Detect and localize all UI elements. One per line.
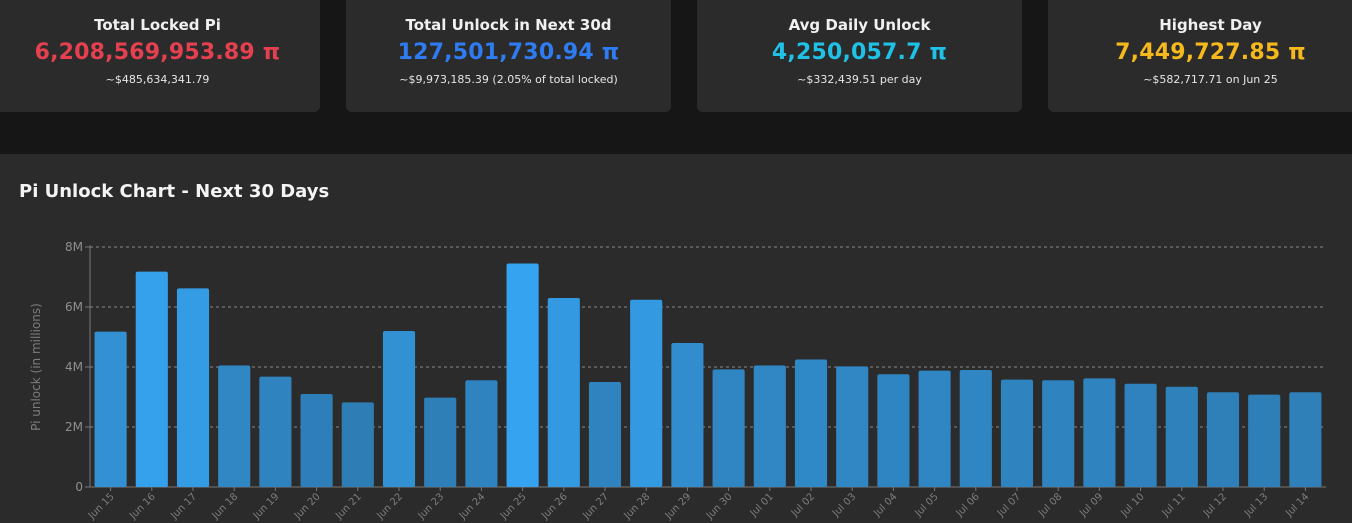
x-tick-label: Jun 21 xyxy=(333,491,364,522)
x-tick-label: Jun 15 xyxy=(86,491,117,522)
card-title: Avg Daily Unlock xyxy=(788,16,931,34)
x-tick-label: Jul 01 xyxy=(748,491,776,519)
x-tick-label: Jun 28 xyxy=(622,491,653,522)
bar xyxy=(547,298,580,487)
x-tick-label: Jul 14 xyxy=(1283,491,1311,519)
bar xyxy=(918,370,951,487)
x-tick-label: Jun 16 xyxy=(127,491,158,522)
card-subtext: ~$582,717.71 on Jun 25 xyxy=(1143,73,1278,86)
x-tick-label: Jul 11 xyxy=(1160,491,1188,519)
bar xyxy=(382,331,416,487)
x-tick-label: Jul 05 xyxy=(912,491,940,519)
bar xyxy=(1083,378,1116,487)
y-tick-label: 2M xyxy=(65,420,83,434)
bar xyxy=(712,369,745,487)
bar xyxy=(1124,383,1157,487)
bar xyxy=(877,374,910,487)
x-tick-label: Jun 19 xyxy=(251,491,282,522)
total-locked-card: Total Locked Pi 6,208,569,953.89 π ~$485… xyxy=(0,0,320,112)
x-tick-label: Jul 13 xyxy=(1242,491,1270,519)
card-title: Highest Day xyxy=(1159,16,1262,34)
x-tick-label: Jun 23 xyxy=(416,491,447,522)
x-tick-label: Jun 29 xyxy=(663,491,694,522)
x-tick-label: Jun 30 xyxy=(704,491,735,522)
x-tick-label: Jul 04 xyxy=(871,491,899,519)
x-tick-label: Jun 26 xyxy=(539,491,570,522)
bar xyxy=(1042,380,1075,487)
x-tick-label: Jun 17 xyxy=(168,491,199,522)
avg-daily-unlock-card: Avg Daily Unlock 4,250,057.7 π ~$332,439… xyxy=(697,0,1022,112)
total-unlock-30d-card: Total Unlock in Next 30d 127,501,730.94 … xyxy=(346,0,671,112)
bar xyxy=(753,365,786,487)
y-axis-label: Pi unlock (in millions) xyxy=(29,303,43,431)
x-tick-label: Jul 07 xyxy=(995,491,1023,519)
x-tick-label: Jul 06 xyxy=(954,491,982,519)
card-subtext: ~$485,634,341.79 xyxy=(105,73,210,86)
x-tick-label: Jul 08 xyxy=(1036,491,1064,519)
x-tick-label: Jun 25 xyxy=(498,491,529,522)
y-tick-label: 6M xyxy=(65,300,83,314)
bar xyxy=(259,376,292,487)
summary-cards: Total Locked Pi 6,208,569,953.89 π ~$485… xyxy=(0,0,1352,113)
chart-title: Pi Unlock Chart - Next 30 Days xyxy=(19,181,330,202)
x-tick-label: Jun 27 xyxy=(580,491,611,522)
bar xyxy=(135,271,168,487)
card-value: 6,208,569,953.89 π xyxy=(34,40,281,65)
bar xyxy=(465,380,498,487)
bar xyxy=(588,382,622,487)
chart-panel: Pi Unlock Chart - Next 30 Days 0 2M 4M 6M 8M… xyxy=(0,154,1352,523)
x-tick-label: Jul 03 xyxy=(830,491,858,519)
x-tick-label: Jul 02 xyxy=(789,491,817,519)
bar xyxy=(1206,392,1240,487)
bar xyxy=(1289,392,1322,487)
card-value: 7,449,727.85 π xyxy=(1115,40,1306,65)
bar xyxy=(959,370,992,487)
bar xyxy=(94,331,127,487)
x-tick-label: Jun 22 xyxy=(374,491,405,522)
card-value: 4,250,057.7 π xyxy=(771,40,948,65)
y-tick-label: 4M xyxy=(65,360,83,374)
highest-day-card: Highest Day 7,449,727.85 π ~$582,717.71 … xyxy=(1048,0,1352,112)
bar xyxy=(424,397,457,487)
bar xyxy=(630,299,663,487)
x-tick-label: Jun 24 xyxy=(457,491,488,522)
card-title: Total Unlock in Next 30d xyxy=(405,16,612,34)
x-tick-label: Jul 12 xyxy=(1201,491,1229,519)
card-value: 127,501,730.94 π xyxy=(397,40,620,65)
bar xyxy=(218,365,251,487)
card-subtext: ~$9,973,185.39 (2.05% of total locked) xyxy=(399,73,618,86)
card-title: Total Locked Pi xyxy=(94,16,221,34)
bar xyxy=(836,366,869,487)
bar xyxy=(506,263,539,487)
bar xyxy=(341,402,374,487)
x-tick-label: Jun 18 xyxy=(210,491,241,522)
card-subtext: ~$332,439.51 per day xyxy=(797,73,922,86)
bar xyxy=(1248,394,1281,487)
x-tick-label: Jul 10 xyxy=(1118,491,1146,519)
x-tick-label: Jul 09 xyxy=(1077,491,1105,519)
bar-chart: 0 2M 4M 6M 8M Pi unlock (in millions) Jun 15 Ju… xyxy=(29,240,1326,522)
bar xyxy=(300,394,333,487)
y-tick-label: 0 xyxy=(75,480,83,494)
bar xyxy=(671,343,704,487)
bar xyxy=(1000,379,1034,487)
bar xyxy=(1165,386,1198,487)
y-tick-label: 8M xyxy=(65,240,83,254)
section-divider xyxy=(0,113,1352,154)
bar xyxy=(176,288,210,487)
x-tick-label: Jun 20 xyxy=(292,491,323,522)
bar xyxy=(794,359,828,487)
